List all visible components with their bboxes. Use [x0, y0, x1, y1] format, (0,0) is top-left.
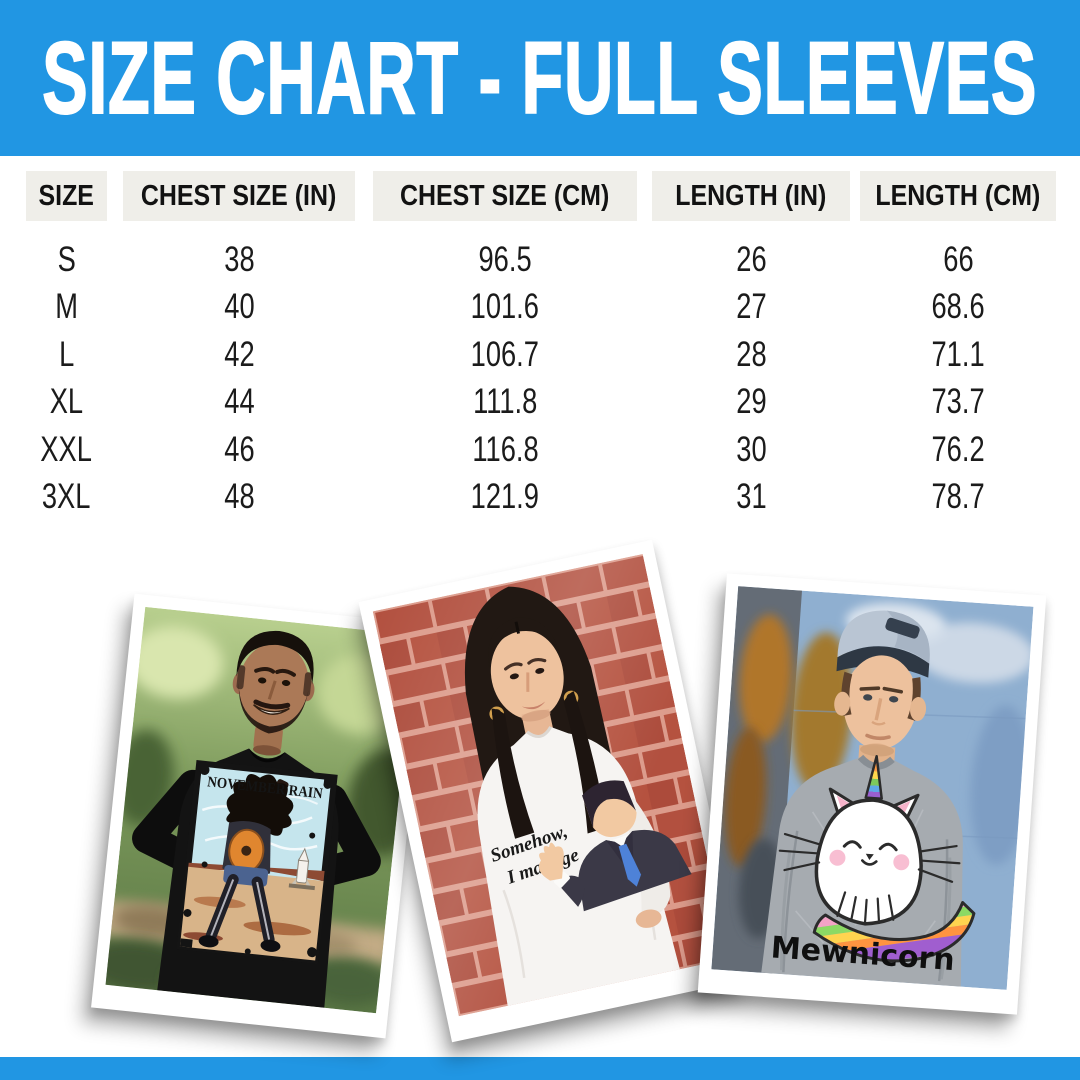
column-header-chest-in: CHEST SIZE (IN)	[123, 171, 355, 221]
table-row-l: L 42 106.7 28 71.1	[0, 331, 1080, 379]
cell-size: XL	[49, 382, 84, 422]
photo-somehow-i-manage: Somehow, I manage	[358, 539, 746, 1043]
cell-size: S	[57, 239, 76, 279]
column-header-chest-cm: CHEST SIZE (CM)	[373, 171, 637, 221]
cell-length-in: 30	[735, 429, 767, 469]
somehow-i-manage-illustration: Somehow, I manage	[372, 553, 729, 1017]
cell-chest-in: 40	[223, 287, 255, 327]
size-chart-header-row: SIZE CHEST SIZE (IN) CHEST SIZE (CM) LEN…	[0, 171, 1080, 221]
table-row-m: M 40 101.6 27 68.6	[0, 284, 1080, 332]
cell-length-cm: 68.6	[931, 287, 985, 327]
cell-length-cm: 71.1	[931, 334, 985, 374]
cell-length-in: 26	[735, 239, 767, 279]
page-title: SIZE CHART - FULL SLEEVES	[42, 20, 1038, 136]
cell-chest-in: 46	[223, 429, 255, 469]
cell-chest-cm: 116.8	[471, 429, 539, 469]
table-row-xxl: XXL 46 116.8 30 76.2	[0, 426, 1080, 474]
cell-length-cm: 76.2	[931, 429, 985, 469]
november-rain-graphic: NOVEMBER RAIN	[176, 760, 338, 964]
cell-length-in: 28	[735, 334, 767, 374]
column-header-size: SIZE	[26, 171, 107, 221]
size-chart-body: S 38 96.5 26 66 M 40 101.6 27 68.6 L 42 …	[0, 236, 1080, 521]
cell-length-cm: 78.7	[931, 477, 985, 517]
photo-mewnicorn: Mewnicorn	[697, 573, 1047, 1015]
november-rain-illustration: NOVEMBER RAIN	[105, 606, 416, 1014]
cell-length-cm: 73.7	[931, 382, 985, 422]
cell-length-in: 27	[735, 287, 767, 327]
cell-chest-cm: 96.5	[478, 239, 532, 279]
cell-chest-cm: 111.8	[472, 382, 538, 422]
table-row-3xl: 3XL 48 121.9 31 78.7	[0, 474, 1080, 522]
photo-november-rain: NOVEMBER RAIN	[91, 593, 429, 1039]
cell-length-in: 29	[735, 382, 767, 422]
column-header-length-cm: LENGTH (CM)	[860, 171, 1056, 221]
cell-chest-cm: 106.7	[470, 334, 540, 374]
cell-chest-cm: 121.9	[470, 477, 540, 517]
table-row-s: S 38 96.5 26 66	[0, 236, 1080, 284]
cell-size: L	[58, 334, 75, 374]
size-chart-table: SIZE CHEST SIZE (IN) CHEST SIZE (CM) LEN…	[0, 171, 1080, 521]
cell-chest-cm: 101.6	[470, 287, 540, 327]
cell-length-in: 31	[735, 477, 767, 517]
cell-length-cm: 66	[942, 239, 974, 279]
header-banner: SIZE CHART - FULL SLEEVES	[0, 0, 1080, 156]
table-row-xl: XL 44 111.8 29 73.7	[0, 379, 1080, 427]
cell-chest-in: 48	[223, 477, 255, 517]
footer-accent-bar	[0, 1057, 1080, 1080]
cell-size: 3XL	[42, 477, 91, 517]
cell-size: XXL	[40, 429, 93, 469]
mewnicorn-illustration: Mewnicorn	[711, 586, 1034, 990]
column-header-length-in: LENGTH (IN)	[652, 171, 850, 221]
cell-chest-in: 42	[223, 334, 255, 374]
cell-size: M	[55, 287, 78, 327]
cell-chest-in: 38	[223, 239, 255, 279]
cell-chest-in: 44	[223, 382, 255, 422]
